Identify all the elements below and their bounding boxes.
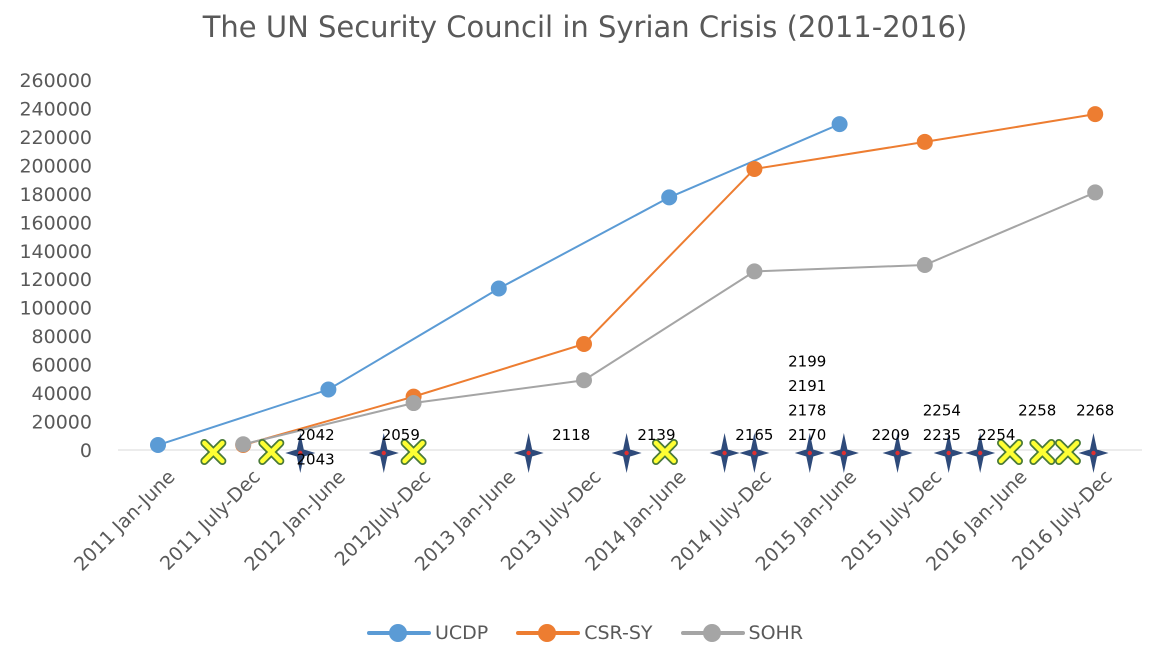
data-point-sohr [576,372,592,389]
legend-swatch-ucdp [366,623,431,643]
star-mark [965,433,996,473]
legend-swatch-sohr [680,623,745,643]
legend-label-sohr: SOHR [748,622,804,644]
resolution-label: 2178 [788,402,826,420]
series-layer [150,106,1104,454]
x-mark [1029,439,1056,465]
data-point-ucdp [661,189,678,206]
star-mark [709,433,740,473]
star-mark [739,433,770,473]
y-tick-label: 260000 [19,70,92,92]
star-mark [368,433,399,473]
y-tick-label: 220000 [19,127,92,149]
star-mark [1078,433,1109,473]
star-mark [611,433,642,473]
resolution-label: 2059 [382,426,420,444]
legend-item-ucdp: UCDP [366,622,489,644]
resolution-label: 2254 [977,426,1015,444]
resolution-label: 2258 [1018,402,1056,420]
resolution-label: 2199 [788,353,826,371]
x-mark [651,439,678,465]
star-mark [933,433,964,473]
data-point-sohr [916,257,933,273]
y-tick-label: 200000 [19,155,92,177]
data-point-sohr [1087,184,1104,201]
x-mark [400,439,427,465]
resolution-label: 2170 [788,426,826,444]
data-point-sohr [405,395,422,412]
y-tick-label: 0 [80,440,92,462]
legend: UCDP CSR-SY SOHR [0,622,1170,644]
data-point-csr-sy [916,133,933,150]
data-point-sohr [746,263,763,280]
data-point-ucdp [831,116,848,133]
resolution-label: 2118 [552,426,590,444]
resolution-labels: 2042 2043 2059 2118 2139 2165 2170 2178 2191 2199… [297,353,1115,469]
y-tick-label: 80000 [32,326,92,348]
resolution-label: 2043 [297,451,335,469]
series-line-sohr [242,191,1096,446]
resolution-label: 2268 [1076,402,1114,420]
data-point-ucdp [150,437,166,454]
resolution-markers [200,433,1109,473]
x-mark [1054,439,1081,465]
series-line-csr-sy [242,113,1096,446]
star-mark [794,433,825,473]
legend-label-ucdp: UCDP [434,622,489,644]
y-tick-label: 140000 [19,241,92,263]
y-tick-label: 160000 [19,212,92,234]
star-mark [828,433,859,473]
data-point-sohr [235,436,252,453]
y-axis: 0 20000 40000 60000 80000 100000 120000 140000 1… [19,70,92,462]
star-mark [513,433,544,473]
y-tick-label: 60000 [32,355,92,377]
line-chart: 0 20000 40000 60000 80000 100000 120000 140000 1… [19,70,1142,576]
y-tick-label: 40000 [32,383,92,405]
x-mark [258,439,285,465]
x-mark [997,439,1023,465]
resolution-label: 2042 [297,426,335,444]
legend-item-sohr: SOHR [680,622,804,644]
star-mark [285,433,316,473]
legend-label-csr-sy: CSR-SY [584,622,653,644]
y-tick-label: 20000 [32,412,92,434]
data-point-ucdp [490,280,507,297]
data-point-ucdp [320,381,337,398]
x-mark [200,439,227,465]
legend-swatch-csr-sy [516,623,581,643]
y-tick-label: 180000 [19,184,92,206]
resolution-label: 2235 [923,426,961,444]
series-sohr [235,184,1104,453]
data-point-csr-sy [1087,106,1104,123]
resolution-label: 2165 [735,426,773,444]
series-ucdp [150,116,848,454]
chart-title: The UN Security Council in Syrian Crisis… [202,10,968,44]
resolution-label: 2254 [923,402,961,420]
legend-item-csr-sy: CSR-SY [516,622,653,644]
y-tick-label: 120000 [19,269,92,291]
data-point-csr-sy [746,160,763,177]
resolution-label: 2191 [788,377,826,395]
series-csr-sy [235,106,1104,454]
star-mark [882,433,913,473]
data-point-csr-sy [576,335,592,352]
y-tick-label: 100000 [19,298,92,320]
resolution-label: 2139 [637,426,675,444]
resolution-label: 2209 [872,426,910,444]
y-tick-label: 240000 [19,98,92,120]
